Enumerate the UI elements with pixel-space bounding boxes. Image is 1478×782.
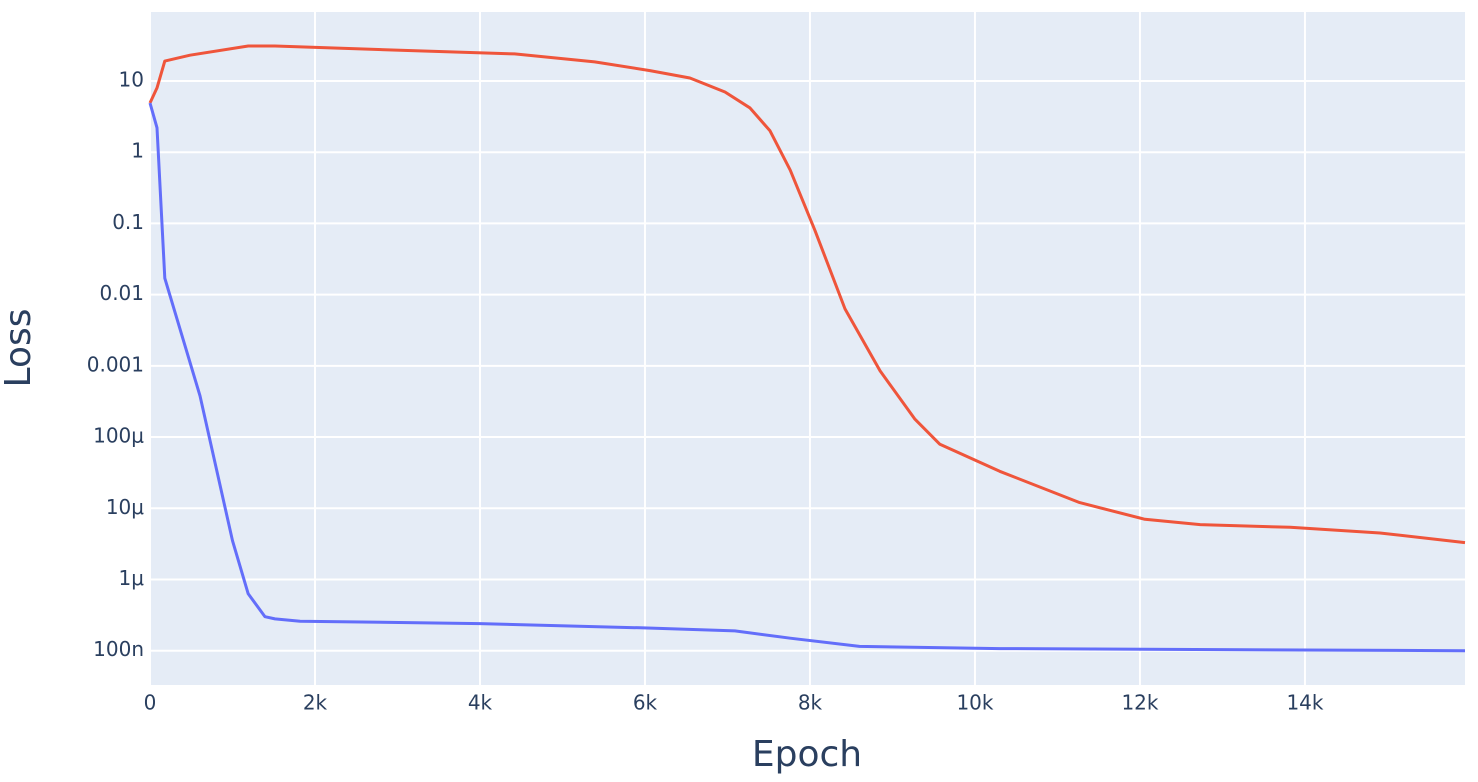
x-tick-label: 10k [956,691,993,715]
line-series [148,44,1466,545]
line-series [148,102,1466,653]
plot-area [150,12,1465,685]
x-tick-label: 8k [798,691,823,715]
y-axis-title: Loss [0,309,39,388]
y-tick-label: 0.001 [87,352,144,376]
x-tick-label: 0 [144,691,157,715]
x-axis-title: Epoch [752,734,862,775]
x-tick-label: 2k [303,691,328,715]
y-tick-label: 10 [119,67,144,91]
y-tick-label: 1μ [119,566,145,590]
y-tick-label: 0.1 [112,210,144,234]
x-tick-label: 4k [468,691,493,715]
x-tick-label: 14k [1286,691,1323,715]
y-tick-label: 10μ [106,495,144,519]
x-tick-label: 12k [1121,691,1158,715]
y-tick-label: 100μ [93,424,144,448]
y-tick-label: 100n [93,637,144,661]
y-tick-label: 0.01 [99,281,144,305]
x-tick-label: 6k [633,691,658,715]
y-tick-label: 1 [131,139,144,163]
